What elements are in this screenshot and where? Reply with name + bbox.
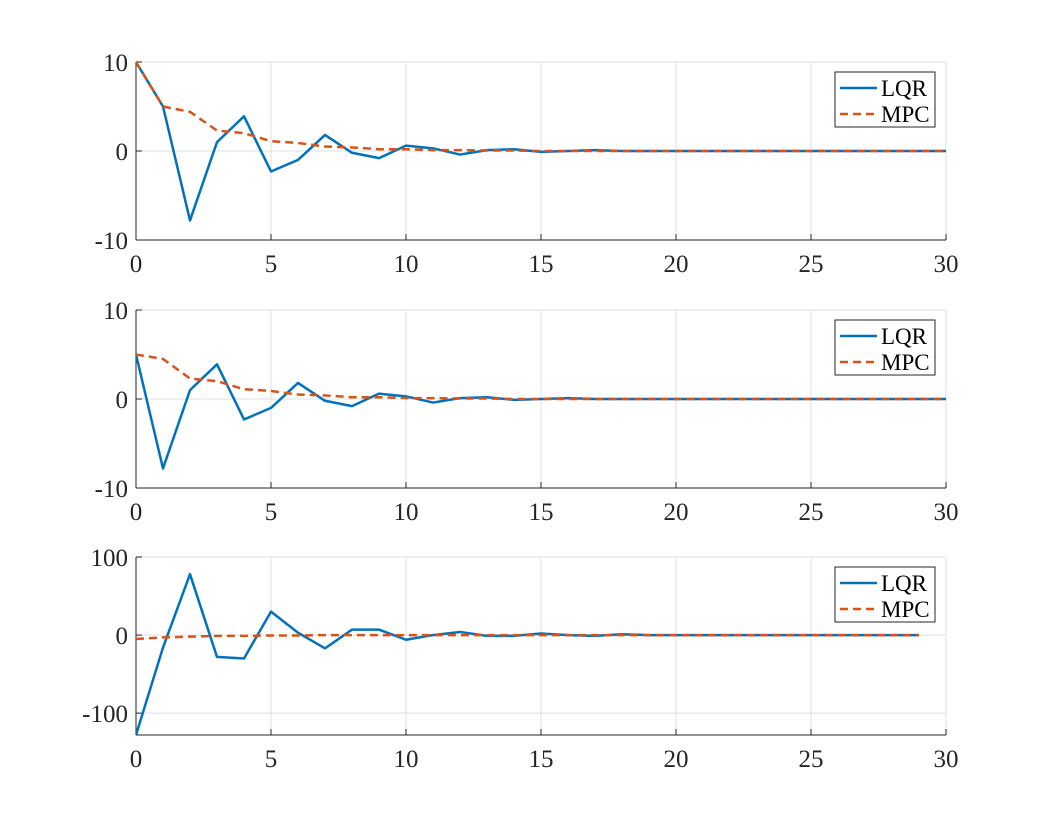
legend-label-lqr: LQR [881, 76, 928, 101]
x-tick-label: 10 [394, 251, 419, 278]
x-tick-label: 10 [394, 746, 419, 773]
series-line-mpc [136, 353, 946, 401]
legend-box [834, 566, 936, 623]
legend-label-mpc: MPC [881, 597, 930, 622]
legend-label-mpc: MPC [881, 102, 930, 127]
y-tick-label: 10 [103, 50, 128, 77]
y-tick-label: 0 [116, 387, 129, 414]
y-tick-label: -10 [95, 228, 128, 255]
x-tick-label: 25 [799, 499, 824, 526]
x-tick-label: 20 [664, 251, 689, 278]
series-line-mpc [136, 633, 919, 641]
series-group [136, 353, 946, 470]
x-tick-label: 5 [265, 251, 278, 278]
y-tick-label: 10 [103, 298, 128, 325]
x-tick-label: 20 [664, 499, 689, 526]
x-tick-label: 15 [529, 499, 554, 526]
legend-label-mpc: MPC [881, 350, 930, 375]
x-tick-label: 15 [529, 746, 554, 773]
x-tick-label: 10 [394, 499, 419, 526]
legend-label-lqr: LQR [881, 571, 928, 596]
x-tick-label: 30 [934, 251, 959, 278]
x-tick-label: 30 [934, 499, 959, 526]
series-group [136, 62, 946, 222]
x-tick-label: 0 [130, 499, 143, 526]
x-tick-label: 0 [130, 746, 143, 773]
series-line-mpc [136, 62, 946, 153]
x-tick-label: 25 [799, 251, 824, 278]
legend-box [834, 71, 936, 128]
legend-label-lqr: LQR [881, 324, 928, 349]
series-group [136, 572, 919, 735]
x-tick-label: 30 [934, 746, 959, 773]
legend-box [834, 319, 936, 376]
x-tick-label: 0 [130, 251, 143, 278]
y-tick-label: 0 [116, 139, 129, 166]
y-tick-label: 0 [116, 623, 129, 650]
x-tick-label: 5 [265, 746, 278, 773]
x-tick-label: 15 [529, 251, 554, 278]
y-tick-label: -100 [82, 701, 128, 728]
y-tick-label: -10 [95, 476, 128, 503]
y-tick-label: 100 [91, 545, 129, 572]
x-tick-label: 5 [265, 499, 278, 526]
x-tick-label: 20 [664, 746, 689, 773]
x-tick-label: 25 [799, 746, 824, 773]
